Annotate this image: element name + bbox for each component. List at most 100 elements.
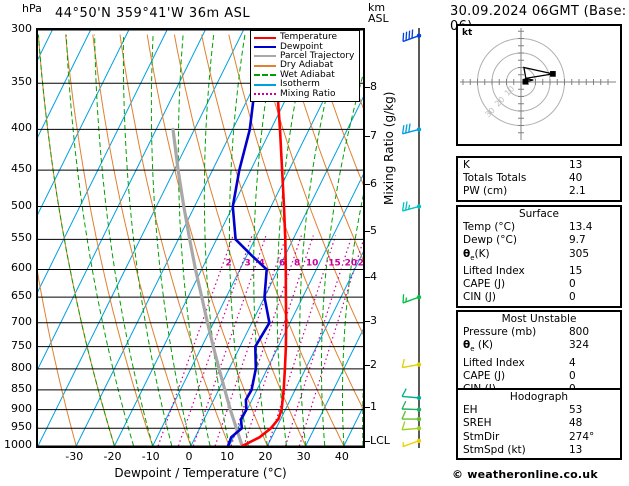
pressure-unit-label: hPa <box>22 2 42 15</box>
mixing-ratio-value-label: 6 <box>279 258 285 268</box>
wind-barb-full <box>408 123 411 133</box>
legend-swatch <box>254 46 276 49</box>
panel-row-label: Temp (°C) <box>463 221 516 234</box>
panel-row-label: CIN (J) <box>463 291 496 304</box>
panel-row: Temp (°C) 13.4 <box>458 221 620 234</box>
wind-barb-full <box>401 358 405 368</box>
legend-label: Temperature <box>280 32 338 43</box>
mixing-ratio-lines <box>157 235 363 446</box>
panel-heading: Most Unstable <box>501 313 577 325</box>
panel-row: CIN (J) 0 <box>458 291 620 304</box>
panel-surface: Surface Temp (°C) 13.4 Dewp (°C) 9.7 θe(K) 305… <box>456 205 622 308</box>
lcl-tick-mark <box>363 441 370 442</box>
legend-item: Temperature <box>254 33 356 42</box>
wind-barb-svg <box>401 28 422 448</box>
panel-row-label: Lifted Index <box>463 356 525 369</box>
panel-row: Lifted Index 15 <box>458 265 620 278</box>
panel-row: CAPE (J) 0 <box>458 278 620 291</box>
wind-barb-shaft <box>402 296 420 304</box>
height-tick-mark <box>363 136 370 138</box>
wet-adiabat-line <box>321 73 363 446</box>
wind-barb-shaft <box>402 363 420 369</box>
pressure-tick-label: 500 <box>11 198 32 212</box>
wind-barb <box>402 438 422 448</box>
wet-adiabat-line <box>203 34 230 446</box>
panel-row-value: 4 <box>569 356 576 369</box>
wind-barb-full <box>401 125 405 134</box>
hodograph-unit-label: kt <box>462 28 473 38</box>
hodograph-axes <box>460 28 616 140</box>
panel-heading: Hodograph <box>509 391 569 403</box>
pressure-tick-label: 950 <box>11 420 32 434</box>
wind-barb-full <box>405 201 408 211</box>
panel-row: Lifted Index 4 <box>458 357 620 370</box>
wind-barb-full <box>401 410 407 420</box>
panel-row-value: 324 <box>569 339 590 352</box>
height-tick-mark <box>363 184 370 186</box>
parcel-trajectory-curve <box>171 127 244 446</box>
temperature-tick-label: 30 <box>296 450 311 463</box>
wind-barb <box>401 400 422 412</box>
panel-row: θe (K) 324 <box>458 339 620 356</box>
height-tick-label: 3 <box>370 314 377 328</box>
legend-item: Wet Adiabat <box>254 69 356 80</box>
panel-row: K 13 <box>458 159 620 172</box>
legend-label: Mixing Ratio <box>280 88 336 99</box>
height-tick-mark <box>363 364 370 366</box>
isotherm-line <box>38 30 244 446</box>
wet-adiabat-line <box>253 34 278 446</box>
wind-barb-full <box>402 32 405 42</box>
wet-adiabat-lines <box>38 34 363 446</box>
wind-barb-shaft <box>402 128 420 135</box>
wind-barb-shaft <box>402 205 420 212</box>
legend-item: Dry Adiabat <box>254 61 356 70</box>
panel-row: StmSpd (kt) 13 <box>458 444 620 457</box>
wind-barb-shaft <box>402 440 420 448</box>
dry-adiabat-line <box>92 34 192 446</box>
dry-adiabat-line <box>173 34 307 446</box>
panel-row-value: 0 <box>569 291 576 304</box>
panel-row: θe(K) 305 <box>458 248 620 265</box>
isobar-lines <box>38 30 363 446</box>
panel-row: StmDir 274° <box>458 431 620 444</box>
temperature-tick-label: 40 <box>334 450 349 463</box>
mixing-ratio-value-label: 8 <box>294 258 300 268</box>
wind-barb-full <box>401 421 406 430</box>
pressure-tick-label: 1000 <box>4 438 32 451</box>
wind-barb-full <box>405 124 408 134</box>
height-tick-mark <box>363 231 370 233</box>
hodograph-start-marker <box>522 78 529 85</box>
mixing-ratio-value-label: 20 <box>345 258 358 268</box>
panel-row-label: Lifted Index <box>463 264 525 277</box>
wet-adiabat-line <box>228 34 249 446</box>
height-tick-mark <box>363 321 370 323</box>
pressure-tick-label: 550 <box>11 231 32 245</box>
temperature-tick-label: 0 <box>185 450 193 463</box>
panel-row-value: 13 <box>569 443 583 456</box>
legend-label: Dewpoint <box>280 41 323 52</box>
height-unit-label: km ASL <box>368 2 389 24</box>
panel-row-label: K <box>463 159 470 171</box>
wind-barb-shaft <box>402 427 420 431</box>
wind-barb <box>401 388 422 401</box>
panel-row-value: 305 <box>569 247 590 260</box>
wind-barb-full <box>405 31 408 41</box>
hodograph-end-marker <box>550 71 556 77</box>
mixing-ratio-line <box>177 235 253 446</box>
height-tick-label: 1 <box>370 400 377 414</box>
temperature-tick-label: 10 <box>220 450 235 463</box>
panel-row-label: PW (cm) <box>463 185 508 198</box>
lcl-label: LCL <box>370 434 390 447</box>
mixing-ratio-value-label: 25 <box>358 258 363 268</box>
panel-row-label: Totals Totals <box>463 172 527 185</box>
dry-adiabat-line <box>65 34 154 446</box>
wind-barb <box>401 410 422 422</box>
panel-row: CAPE (J) 0 <box>458 370 620 383</box>
wind-barb-dot <box>416 426 422 431</box>
height-unit-line2: ASL <box>368 12 389 25</box>
height-tick-label: 8 <box>370 80 377 94</box>
pressure-tick-label: 450 <box>11 162 32 176</box>
legend-label: Wet Adiabat <box>280 69 335 80</box>
hodograph-ring-label: 20 <box>493 95 507 109</box>
